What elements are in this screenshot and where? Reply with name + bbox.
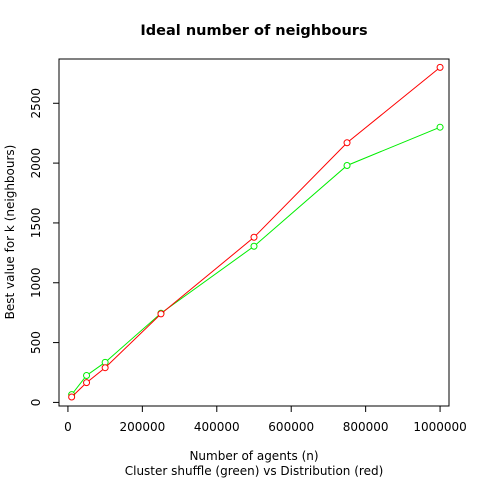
y-tick-label: 1000 xyxy=(29,267,43,298)
y-tick-label: 0 xyxy=(29,399,43,407)
x-tick-label: 1000000 xyxy=(413,420,466,434)
data-point xyxy=(436,123,444,131)
series-line xyxy=(71,126,441,395)
data-point xyxy=(68,393,76,401)
data-point xyxy=(343,139,351,147)
x-axis-label: Number of agents (n) xyxy=(189,449,318,463)
plot-frame xyxy=(58,58,450,407)
x-tick-label: 200000 xyxy=(119,420,165,434)
y-tick-label: 500 xyxy=(29,331,43,354)
data-point xyxy=(250,242,258,250)
data-point xyxy=(83,371,91,379)
x-tick-label: 0 xyxy=(64,420,72,434)
x-tick-label: 600000 xyxy=(268,420,314,434)
data-point xyxy=(101,364,109,372)
data-point xyxy=(250,233,258,241)
x-axis: 0 200000 400000 600000 800000 1000000 xyxy=(64,405,467,434)
chart-title: Ideal number of neighbours xyxy=(140,23,367,39)
data-point xyxy=(83,379,91,387)
y-axis: 0 500 1000 1500 2000 2500 xyxy=(29,88,60,407)
x-tick-label: 400000 xyxy=(194,420,240,434)
y-tick-label: 1500 xyxy=(29,208,43,239)
series-layer xyxy=(68,63,444,401)
series-line xyxy=(71,66,441,398)
series-0 xyxy=(68,63,444,401)
y-tick-label: 2500 xyxy=(29,88,43,119)
y-tick-label: 2000 xyxy=(29,148,43,179)
data-point xyxy=(343,161,351,169)
data-point xyxy=(436,63,444,71)
x-tick-label: 800000 xyxy=(343,420,389,434)
series-1 xyxy=(68,123,444,399)
y-axis-label: Best value for k (neighbours) xyxy=(3,145,17,320)
chart-subtitle: Cluster shuffle (green) vs Distribution … xyxy=(125,464,384,478)
data-point xyxy=(157,310,165,318)
